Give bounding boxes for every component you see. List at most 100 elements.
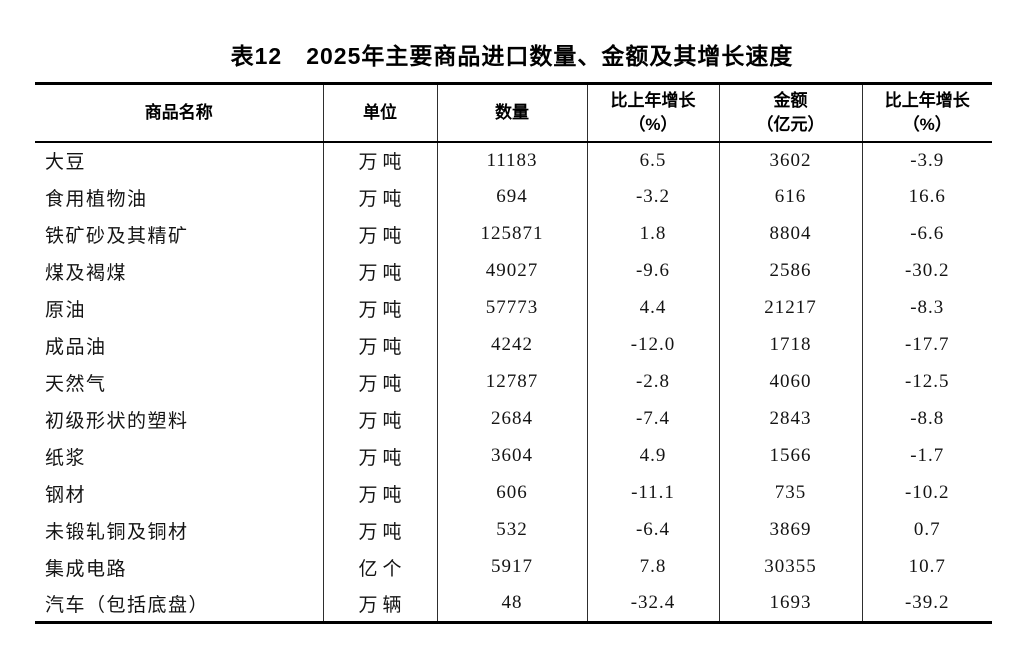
value-cell: 30355 [719,548,863,586]
column-header-label: 金额 [773,90,808,110]
commodity-name-cell: 纸浆 [35,437,324,475]
value-growth-cell: -12.5 [904,371,950,392]
quantity-cell: 694 [437,178,588,216]
table-row: 钢材 万吨 606 -11.1 735 -10.2 [35,474,992,512]
value-growth-cell: -6.6 [910,223,945,244]
unit-cell: 万吨 [323,289,438,327]
value-growth-cell: -30.2 [904,260,950,281]
commodity-name-cell: 初级形状的塑料 [35,400,324,438]
quantity-growth-cell: -2.8 [587,363,720,401]
column-header-commodity-name: 商品名称 [35,83,324,143]
table-row: 食用植物油 万吨 694 -3.2 616 16.6 [35,178,992,216]
quantity-cell: 606 [437,474,588,512]
quantity-cell: 125871 [437,215,588,253]
quantity-cell: 48 [437,585,588,623]
table-row: 汽车（包括底盘） 万辆 48 -32.4 1693 -39.2 [35,585,992,623]
value-growth-cell: -8.8 [910,408,945,429]
quantity-growth-cell: -12.0 [587,326,720,364]
value-growth-cell: 10.7 [908,556,946,577]
commodity-name-cell: 食用植物油 [35,178,324,216]
value-cell: 2843 [719,400,863,438]
commodity-name-cell: 成品油 [35,326,324,364]
quantity-growth-cell: -7.4 [587,400,720,438]
column-header-label: 比上年增长 [610,90,696,110]
quantity-growth-cell: -11.1 [587,474,720,512]
column-header-value: 金额 （亿元） [719,83,863,143]
column-header-label: 商品名称 [144,102,213,122]
column-header-sublabel: （%） [902,114,952,134]
quantity-growth-cell: -32.4 [587,585,720,623]
table-row: 未锻轧铜及铜材 万吨 532 -6.4 3869 0.7 [35,511,992,549]
quantity-growth-cell: 4.9 [587,437,720,475]
column-header-sublabel: （亿元） [756,114,825,134]
column-header-quantity: 数量 [437,83,588,143]
quantity-cell: 2684 [437,400,588,438]
quantity-cell: 3604 [437,437,588,475]
quantity-cell: 49027 [437,252,588,290]
column-header-label: 单位 [363,102,397,122]
table-row: 集成电路 亿个 5917 7.8 30355 10.7 [35,548,992,586]
value-growth-cell: 16.6 [908,186,946,207]
table-row: 初级形状的塑料 万吨 2684 -7.4 2843 -8.8 [35,400,992,438]
unit-cell: 亿个 [323,548,438,586]
value-growth-cell: -8.3 [910,297,945,318]
table-row: 煤及褐煤 万吨 49027 -9.6 2586 -30.2 [35,252,992,290]
column-header-sublabel: （%） [628,114,678,134]
table-header-row: 商品名称 单位 数量 比上年增长 （%） 金额 （亿元） 比上年增长 [35,83,992,143]
value-cell: 1718 [719,326,863,364]
quantity-growth-cell: -3.2 [587,178,720,216]
column-header-unit: 单位 [323,83,438,143]
unit-cell: 万吨 [323,215,438,253]
value-cell: 3602 [719,141,863,179]
unit-cell: 万吨 [323,511,438,549]
value-cell: 616 [719,178,863,216]
column-header-quantity-growth: 比上年增长 （%） [587,83,720,143]
table-row: 天然气 万吨 12787 -2.8 4060 -12.5 [35,363,992,401]
value-growth-cell: -39.2 [904,592,950,614]
value-growth-cell: -1.7 [910,445,945,466]
column-header-label: 比上年增长 [884,90,970,110]
value-cell: 4060 [719,363,863,401]
value-growth-cell: -17.7 [904,334,950,355]
commodity-name-cell: 未锻轧铜及铜材 [35,511,324,549]
commodity-name-cell: 天然气 [35,363,324,401]
quantity-cell: 11183 [437,141,588,179]
table-row: 大豆 万吨 11183 6.5 3602 -3.9 [35,141,992,179]
commodity-name-cell: 煤及褐煤 [35,252,324,290]
import-commodities-table: 商品名称 单位 数量 比上年增长 （%） 金额 （亿元） 比上年增长 [35,82,992,624]
value-growth-cell: 0.7 [913,519,941,540]
quantity-growth-cell: 6.5 [587,141,720,179]
value-cell: 1693 [719,585,863,623]
table-row: 成品油 万吨 4242 -12.0 1718 -17.7 [35,326,992,364]
quantity-growth-cell: -9.6 [587,252,720,290]
column-header-value-growth: 比上年增长 （%） [862,83,992,143]
unit-cell: 万吨 [323,178,438,216]
unit-cell: 万吨 [323,363,438,401]
quantity-growth-cell: 1.8 [587,215,720,253]
table-row: 铁矿砂及其精矿 万吨 125871 1.8 8804 -6.6 [35,215,992,253]
unit-cell: 万吨 [323,400,438,438]
unit-cell: 万辆 [323,585,438,623]
quantity-growth-cell: 7.8 [587,548,720,586]
value-cell: 2586 [719,252,863,290]
value-growth-cell: -10.2 [904,482,950,503]
unit-cell: 万吨 [323,437,438,475]
unit-cell: 万吨 [323,252,438,290]
quantity-cell: 4242 [437,326,588,364]
commodity-name-cell: 大豆 [35,141,324,179]
quantity-cell: 57773 [437,289,588,327]
unit-cell: 万吨 [323,474,438,512]
commodity-name-cell: 原油 [35,289,324,327]
commodity-name-cell: 汽车（包括底盘） [35,585,324,623]
quantity-cell: 532 [437,511,588,549]
value-growth-cell: -3.9 [910,149,945,171]
quantity-growth-cell: -6.4 [587,511,720,549]
unit-cell: 万吨 [323,326,438,364]
table-row: 原油 万吨 57773 4.4 21217 -8.3 [35,289,992,327]
table-row: 纸浆 万吨 3604 4.9 1566 -1.7 [35,437,992,475]
table-body: 大豆 万吨 11183 6.5 3602 -3.9 食用植物油 万吨 694 -3.2 616 16.… [35,141,992,623]
quantity-growth-cell: 4.4 [587,289,720,327]
value-cell: 1566 [719,437,863,475]
value-cell: 21217 [719,289,863,327]
